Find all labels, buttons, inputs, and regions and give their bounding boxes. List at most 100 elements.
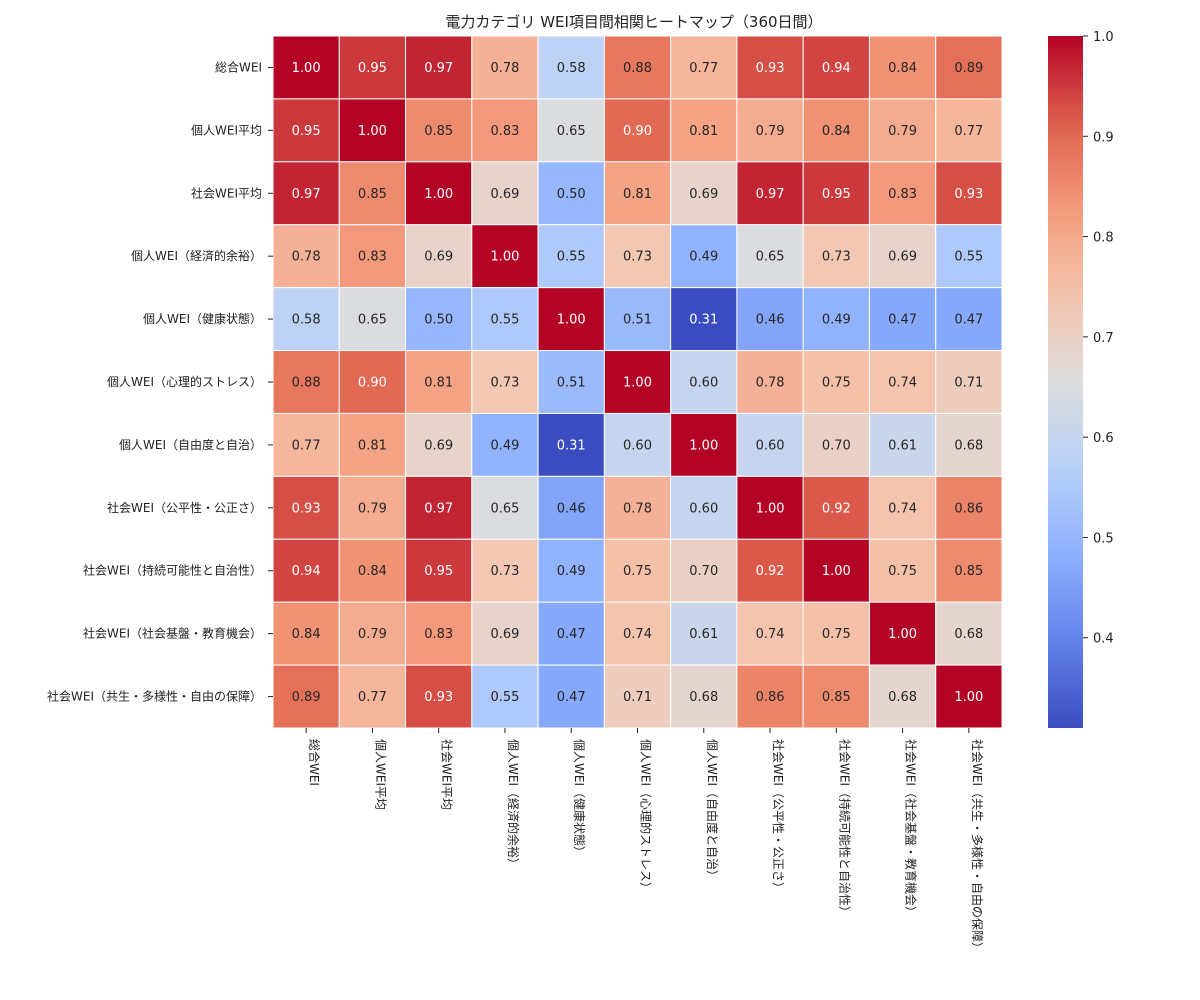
- heatmap-cell: [935, 161, 1003, 226]
- x-tick-label: 個人WEI（自由度と自治）: [705, 739, 720, 882]
- cell-value-label: 0.85: [954, 564, 983, 579]
- heatmap-cell: [670, 287, 738, 352]
- cell-value-label: 0.95: [822, 187, 851, 202]
- heatmap-cell: [868, 287, 937, 352]
- heatmap-cell: [338, 287, 407, 352]
- heatmap-cell: [802, 98, 870, 163]
- cell-value-label: 1.00: [292, 61, 321, 76]
- heatmap-cell: [935, 538, 1003, 603]
- cell-value-label: 0.84: [822, 124, 851, 139]
- cell-value-label: 0.75: [888, 564, 917, 579]
- y-tick-label: 個人WEI（健康状態）: [143, 311, 262, 326]
- cell-value-label: 0.31: [557, 438, 586, 453]
- cell-value-label: 1.00: [490, 250, 519, 265]
- heatmap-cell: [471, 350, 539, 414]
- heatmap-cell: [935, 664, 1003, 729]
- cell-value-label: 0.60: [689, 376, 718, 391]
- cell-value-label: 0.90: [358, 376, 387, 391]
- cell-value-label: 1.00: [954, 690, 983, 705]
- cell-value-label: 0.70: [689, 564, 718, 579]
- cell-value-label: 0.83: [888, 187, 917, 202]
- cell-value-label: 0.79: [358, 627, 387, 642]
- x-tick-label: 社会WEI平均: [440, 739, 455, 810]
- y-tick-label: 社会WEI（社会基盤・教育機会）: [83, 626, 262, 641]
- cell-value-label: 0.79: [358, 501, 387, 516]
- cell-value-label: 0.94: [292, 564, 321, 579]
- cell-value-label: 1.00: [557, 313, 586, 328]
- cell-value-label: 0.97: [292, 187, 321, 202]
- cell-value-label: 1.00: [623, 376, 652, 391]
- heatmap-cell: [603, 601, 672, 666]
- cell-value-label: 1.00: [888, 627, 917, 642]
- heatmap-cell: [537, 98, 605, 163]
- cell-value-label: 0.85: [358, 187, 387, 202]
- heatmap-cell: [537, 601, 605, 666]
- cell-value-label: 0.65: [557, 124, 586, 139]
- y-tick-label: 個人WEI（自由度と自治）: [119, 437, 262, 452]
- cell-value-label: 0.90: [623, 124, 652, 139]
- cell-value-label: 0.58: [557, 61, 586, 76]
- heatmap-cell: [603, 350, 672, 414]
- heatmap-cell: [272, 538, 340, 603]
- heatmap-cell: [471, 287, 539, 352]
- cell-value-label: 0.49: [822, 313, 851, 328]
- y-tick-label: 社会WEI平均: [191, 185, 262, 200]
- cell-value-label: 0.55: [490, 313, 519, 328]
- colorbar-gradient: [1048, 36, 1083, 728]
- heatmap-cell: [537, 664, 605, 729]
- heatmap-cell: [338, 412, 407, 477]
- heatmap-cell: [272, 287, 340, 352]
- cell-value-label: 0.83: [424, 627, 453, 642]
- heatmap-cell: [736, 98, 804, 163]
- cell-value-label: 0.68: [954, 627, 983, 642]
- y-tick-label: 社会WEI（持続可能性と自治性）: [83, 563, 262, 578]
- cell-value-label: 0.84: [292, 627, 321, 642]
- cell-value-label: 0.95: [358, 61, 387, 76]
- cell-value-label: 0.49: [490, 438, 519, 453]
- heatmap-cell: [537, 161, 605, 226]
- cell-value-label: 0.77: [689, 61, 718, 76]
- heatmap-cell: [868, 224, 937, 289]
- heatmap-cell: [272, 601, 340, 666]
- heatmap-cell: [802, 664, 870, 729]
- cell-value-label: 0.84: [358, 564, 387, 579]
- x-tick-label: 社会WEI（共生・多様性・自由の保障）: [970, 739, 985, 954]
- heatmap-cell: [802, 287, 870, 352]
- heatmap-cell: [603, 412, 672, 477]
- heatmap-cell: [736, 35, 804, 100]
- heatmap-cell: [471, 35, 539, 100]
- x-tick-label: 個人WEI（健康状態）: [572, 739, 587, 858]
- heatmap-cell: [603, 35, 672, 100]
- cell-value-label: 0.75: [822, 376, 851, 391]
- x-tick-label: 社会WEI（公平性・公正さ）: [771, 739, 786, 894]
- heatmap-cell: [537, 224, 605, 289]
- x-axis-ticks: 総合WEI 個人WEI平均 社会WEI平均 個人WEI（経済的余裕） 個人WEI（健康状…: [305, 728, 985, 954]
- heatmap-cell: [670, 538, 738, 603]
- cell-value-label: 0.51: [557, 376, 586, 391]
- cell-value-label: 0.75: [623, 564, 652, 579]
- heatmap-cell: [868, 475, 937, 540]
- heatmap-cell: [670, 475, 738, 540]
- cell-value-label: 0.60: [756, 438, 785, 453]
- heatmap-cell: [935, 412, 1003, 477]
- cell-value-label: 0.89: [954, 61, 983, 76]
- heatmap-cell: [935, 287, 1003, 352]
- heatmap-cell: [272, 412, 340, 477]
- cell-value-label: 0.49: [689, 250, 718, 265]
- cell-value-label: 0.50: [424, 313, 453, 328]
- heatmap-cell: [603, 161, 672, 226]
- cell-value-label: 0.74: [888, 376, 917, 391]
- y-tick-label: 社会WEI（共生・多様性・自由の保障）: [47, 689, 262, 704]
- y-tick-label: 社会WEI（公平性・公正さ）: [107, 500, 262, 515]
- heatmap-cell: [471, 412, 539, 477]
- x-tick-label: 社会WEI（持続可能性と自治性）: [837, 739, 852, 918]
- cell-value-label: 0.81: [358, 438, 387, 453]
- cell-value-label: 0.69: [424, 438, 453, 453]
- cell-value-label: 0.93: [954, 187, 983, 202]
- x-tick-label: 総合WEI: [307, 739, 322, 786]
- cell-value-label: 0.86: [954, 501, 983, 516]
- heatmap-cell: [935, 601, 1003, 666]
- cell-value-label: 0.93: [424, 690, 453, 705]
- cell-value-label: 0.78: [292, 250, 321, 265]
